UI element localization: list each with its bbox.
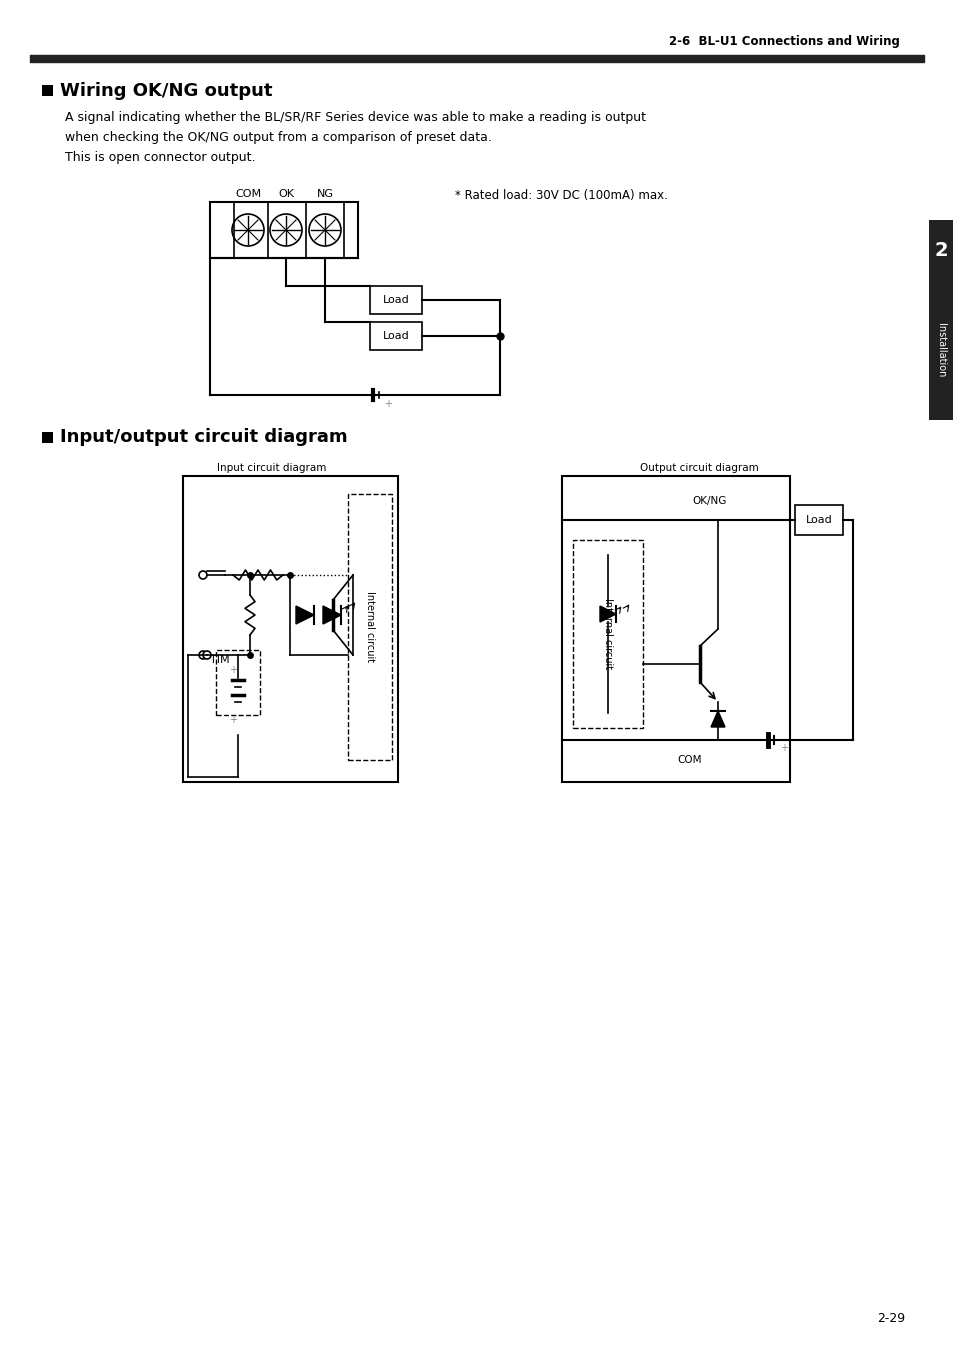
Text: A signal indicating whether the BL/SR/RF Series device was able to make a readin: A signal indicating whether the BL/SR/RF… [65, 112, 645, 124]
Bar [573, 541, 642, 728]
Circle shape [199, 572, 207, 580]
Polygon shape [599, 607, 616, 621]
Bar [348, 493, 392, 760]
Circle shape [309, 214, 340, 245]
Text: Installation: Installation [935, 322, 945, 377]
Text: +: + [229, 714, 236, 725]
Bar [561, 476, 789, 782]
Text: +: + [780, 743, 787, 754]
Text: * Rated load: 30V DC (100mA) max.: * Rated load: 30V DC (100mA) max. [455, 190, 667, 202]
Text: when checking the OK/NG output from a comparison of preset data.: when checking the OK/NG output from a co… [65, 132, 492, 144]
Bar [42, 85, 53, 96]
Circle shape [232, 214, 264, 245]
Polygon shape [295, 607, 314, 624]
Text: Load: Load [382, 332, 409, 341]
Text: COM: COM [234, 189, 261, 200]
Text: This is open connector output.: This is open connector output. [65, 151, 255, 164]
Text: 2: 2 [933, 240, 947, 260]
Text: TIM: TIM [210, 655, 230, 665]
Text: NG: NG [316, 189, 334, 200]
Text: COM: COM [677, 755, 701, 766]
Text: OK: OK [277, 189, 294, 200]
Text: 2-29: 2-29 [876, 1312, 904, 1325]
Text: Load: Load [382, 295, 409, 305]
Bar [370, 286, 421, 314]
Circle shape [199, 651, 207, 659]
Bar [370, 322, 421, 350]
Text: Load: Load [804, 515, 832, 524]
Bar [42, 431, 53, 443]
Text: +: + [384, 399, 392, 408]
Circle shape [203, 651, 211, 659]
Bar [183, 476, 397, 782]
Text: Output circuit diagram: Output circuit diagram [639, 462, 758, 473]
Text: 2-6  BL-U1 Connections and Wiring: 2-6 BL-U1 Connections and Wiring [668, 35, 899, 49]
Polygon shape [710, 710, 724, 727]
Text: OK/NG: OK/NG [692, 496, 726, 506]
Bar [928, 220, 953, 421]
Bar [210, 202, 357, 257]
Bar [215, 650, 260, 714]
Text: Wiring OK/NG output: Wiring OK/NG output [60, 81, 273, 100]
Text: Internal circuit: Internal circuit [365, 592, 375, 663]
Text: Internal circuit: Internal circuit [602, 599, 613, 670]
Polygon shape [323, 607, 340, 624]
Text: Input/output circuit diagram: Input/output circuit diagram [60, 429, 347, 446]
Text: Input circuit diagram: Input circuit diagram [217, 462, 326, 473]
Bar [794, 506, 842, 535]
Circle shape [270, 214, 302, 245]
Text: +: + [229, 665, 236, 675]
